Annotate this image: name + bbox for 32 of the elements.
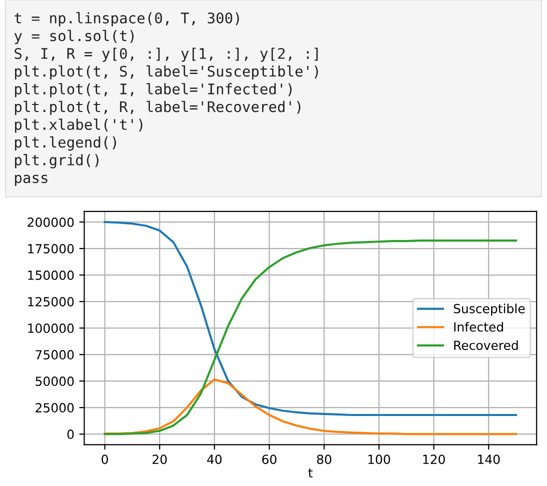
x-axis-title: t xyxy=(308,468,313,478)
y-tick-label: 100000 xyxy=(28,324,74,333)
y-tick-label: 25000 xyxy=(36,403,74,413)
text: plt.legend() xyxy=(15,136,116,151)
x-tick-label: 80 xyxy=(317,454,332,464)
x-tick-label: 120 xyxy=(423,454,445,464)
y-tick-label: 0 xyxy=(67,430,74,440)
legend-label: Infected xyxy=(454,322,503,332)
text: plt.plot(t, S, label='Susceptible') xyxy=(15,65,318,80)
y-tick-label: 50000 xyxy=(36,376,74,386)
text: plt.xlabel('t') xyxy=(15,118,142,133)
text: y = sol.sol(t) xyxy=(14,30,134,44)
text: S, I, R = y[0, :], y[1, :], y[2, :] xyxy=(14,48,318,62)
x-tick-label: 0 xyxy=(102,454,108,464)
x-tick-label: 20 xyxy=(152,454,167,464)
y-tick-label: 150000 xyxy=(28,270,74,280)
line-series xyxy=(104,378,518,436)
y-tick-label: 75000 xyxy=(36,350,74,360)
text: plt.plot(t, I, label='Infected') xyxy=(15,83,292,98)
x-tick-label: 60 xyxy=(262,454,276,464)
x-tick-label: 40 xyxy=(207,454,222,464)
text: pass xyxy=(15,174,48,186)
text: plt.plot(t, R, label='Recovered') xyxy=(15,100,300,116)
legend-label: Susceptible xyxy=(454,304,525,316)
text: plt.grid() xyxy=(15,154,98,168)
y-tick-label: 175000 xyxy=(28,244,74,254)
legend-label: Recovered xyxy=(454,340,518,350)
text: t = np.linspace(0, T, 300) xyxy=(14,12,239,26)
y-tick-label: 200000 xyxy=(28,217,74,227)
x-tick-label: 100 xyxy=(368,454,390,464)
y-tick-label: 125000 xyxy=(28,297,74,306)
x-tick-label: 140 xyxy=(478,454,500,464)
